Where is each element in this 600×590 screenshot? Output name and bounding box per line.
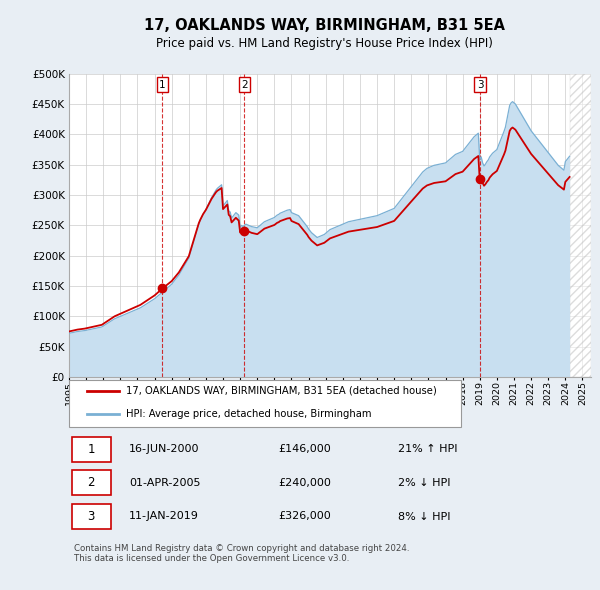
Text: 21% ↑ HPI: 21% ↑ HPI <box>398 444 457 454</box>
Text: £240,000: £240,000 <box>278 478 331 488</box>
Text: 17, OAKLANDS WAY, BIRMINGHAM, B31 5EA (detached house): 17, OAKLANDS WAY, BIRMINGHAM, B31 5EA (d… <box>127 386 437 396</box>
Text: £146,000: £146,000 <box>278 444 331 454</box>
FancyBboxPatch shape <box>71 470 111 496</box>
FancyBboxPatch shape <box>71 504 111 529</box>
Text: 2: 2 <box>88 476 95 489</box>
Text: 01-APR-2005: 01-APR-2005 <box>129 478 200 488</box>
Text: 1: 1 <box>88 442 95 456</box>
FancyBboxPatch shape <box>71 437 111 462</box>
Text: HPI: Average price, detached house, Birmingham: HPI: Average price, detached house, Birm… <box>127 409 372 419</box>
Text: 2% ↓ HPI: 2% ↓ HPI <box>398 478 451 488</box>
Text: Contains HM Land Registry data © Crown copyright and database right 2024.
This d: Contains HM Land Registry data © Crown c… <box>74 544 410 563</box>
Text: 8% ↓ HPI: 8% ↓ HPI <box>398 512 451 522</box>
Text: 11-JAN-2019: 11-JAN-2019 <box>129 512 199 522</box>
Text: Price paid vs. HM Land Registry's House Price Index (HPI): Price paid vs. HM Land Registry's House … <box>155 37 493 50</box>
Text: £326,000: £326,000 <box>278 512 331 522</box>
Text: 2: 2 <box>241 80 248 90</box>
Text: 17, OAKLANDS WAY, BIRMINGHAM, B31 5EA: 17, OAKLANDS WAY, BIRMINGHAM, B31 5EA <box>143 18 505 33</box>
FancyBboxPatch shape <box>69 379 461 427</box>
Text: 16-JUN-2000: 16-JUN-2000 <box>129 444 200 454</box>
Text: 1: 1 <box>159 80 166 90</box>
Text: 3: 3 <box>88 510 95 523</box>
Text: 3: 3 <box>477 80 484 90</box>
